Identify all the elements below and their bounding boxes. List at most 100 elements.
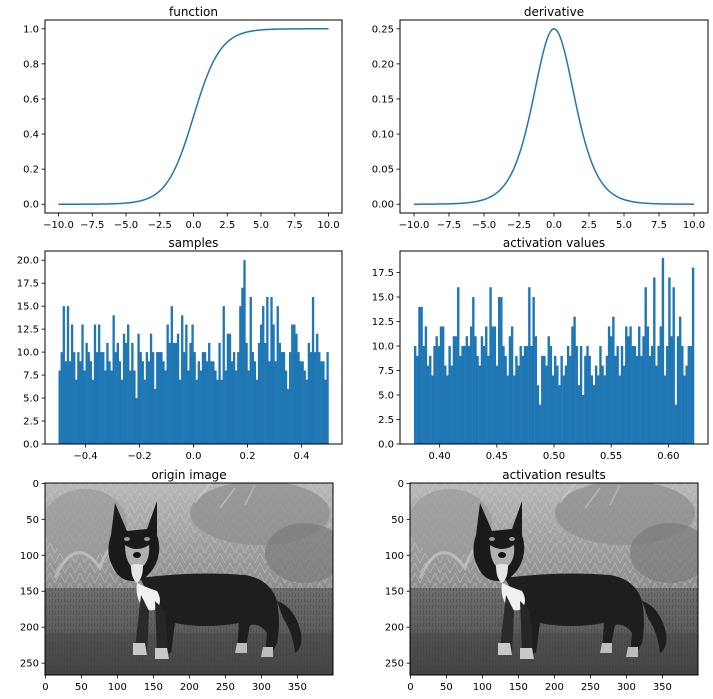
histogram-bar	[172, 342, 176, 444]
histogram-bar	[154, 388, 157, 444]
histogram-bar	[313, 352, 317, 444]
x-tick-label: −10.0	[43, 220, 74, 231]
x-tick-label: 2.5	[219, 220, 235, 231]
histogram-bar	[151, 352, 155, 444]
histogram-bar	[521, 355, 525, 444]
histogram-bar	[538, 404, 542, 444]
x-tick-label: −0.4	[73, 451, 97, 462]
ticks: −10.0 −7.5 −5.0 −2.5 0.0 2.5 5.0 7.5 10.0 0.0 0.2 0…	[23, 24, 340, 231]
histogram-bar	[322, 361, 325, 444]
histogram-bar	[678, 316, 682, 444]
histogram-bar	[620, 346, 624, 444]
histogram-bar	[137, 333, 140, 444]
histogram-bar	[661, 257, 665, 444]
histogram-bar	[89, 361, 92, 444]
histogram-bar	[297, 352, 300, 444]
x-tick-label: 0	[42, 682, 48, 693]
histogram-bar	[650, 346, 654, 444]
ticks: 0 50 100 150 200 250 300 350 0 50 100 150 200 250	[20, 479, 307, 693]
histogram-bar	[307, 342, 311, 444]
histogram-bar	[519, 346, 522, 444]
histogram-bar	[127, 324, 130, 444]
x-tick-label: 0.50	[543, 451, 565, 462]
histogram-bar	[618, 375, 622, 444]
histogram-bar	[625, 326, 628, 444]
histogram-bar	[469, 326, 473, 444]
y-tick-label: 0	[398, 479, 404, 490]
histogram-bar	[562, 375, 566, 444]
histogram-bar	[461, 346, 464, 444]
histogram-bar	[523, 346, 527, 444]
x-tick-label: 0.45	[486, 451, 508, 462]
y-tick-label: 100	[20, 551, 39, 562]
histogram-bar	[235, 370, 238, 444]
histogram-bar	[480, 336, 484, 444]
histogram-bar	[672, 287, 675, 444]
ticks: 0.40 0.45 0.50 0.55 0.60 0.0 2.5 5.0 7.5 10.0 12.5…	[372, 268, 680, 462]
histogram-bar	[129, 370, 132, 444]
histogram-bar	[601, 365, 604, 444]
chart-derivative: −10.0 −7.5 −5.0 −2.5 0.0 2.5 5.0 7.5 10.0 0.00 0.0…	[372, 5, 709, 231]
histogram-bar	[257, 342, 261, 444]
x-tick-label: 100	[108, 682, 127, 693]
y-tick-label: 12.5	[372, 317, 394, 328]
histogram-bar	[457, 287, 460, 444]
histogram-bar	[266, 296, 269, 444]
histogram-bar	[635, 355, 639, 444]
histogram-bar	[218, 342, 221, 444]
chart-title: samples	[169, 236, 219, 250]
y-tick-label: 200	[385, 623, 404, 634]
histogram-bar	[326, 352, 329, 444]
histogram-bar	[62, 306, 65, 444]
histogram-bar	[318, 352, 321, 444]
chart-title: activation results	[502, 468, 605, 482]
histogram-bar	[193, 352, 196, 444]
histogram-bar	[607, 326, 611, 444]
histogram-bar	[268, 361, 271, 444]
histogram-bar	[174, 342, 178, 444]
histogram-bar	[291, 324, 294, 444]
histogram-bar	[588, 355, 591, 444]
histogram-bar	[303, 370, 306, 444]
x-tick-label: −7.5	[437, 220, 461, 231]
histogram-bar	[178, 379, 182, 444]
histogram-bar	[108, 361, 111, 444]
histogram-bar	[176, 333, 180, 444]
histogram-bar	[478, 365, 481, 444]
histogram-bar	[68, 361, 72, 444]
x-tick-label: 2.5	[581, 220, 597, 231]
histogram-bar	[644, 287, 647, 444]
y-tick-label: 17.5	[17, 279, 39, 290]
histogram-bar	[237, 352, 240, 444]
y-tick-label: 15.0	[17, 302, 39, 313]
y-tick-label: 1.0	[23, 24, 39, 35]
histogram-bar	[446, 375, 449, 444]
histogram-bar	[66, 306, 70, 444]
ticks: −10.0 −7.5 −5.0 −2.5 0.0 2.5 5.0 7.5 10.0 0.00 0.0…	[372, 24, 705, 231]
x-tick-label: 5.0	[253, 220, 269, 231]
histogram-bar	[489, 287, 492, 444]
histogram-bar	[156, 352, 159, 444]
histogram-bar	[247, 370, 250, 444]
histogram-bar	[102, 352, 105, 444]
histogram-bar	[627, 336, 630, 444]
histogram-bar	[506, 375, 509, 444]
histogram-bar	[77, 352, 80, 444]
histogram-bar	[135, 398, 138, 444]
histogram-bar	[465, 336, 469, 444]
histogram-bar	[118, 361, 122, 444]
histogram-bar	[459, 355, 462, 444]
histogram-bar	[278, 342, 281, 444]
histogram-bar	[104, 370, 107, 444]
histogram-bar	[517, 365, 520, 444]
chart-activation-values: 0.40 0.45 0.50 0.55 0.60 0.0 2.5 5.0 7.5 10.0 12.5…	[372, 236, 709, 462]
chart-title: origin image	[151, 468, 226, 482]
histogram-bar	[73, 352, 76, 444]
histogram-bars	[413, 257, 695, 444]
histogram-bar	[547, 336, 550, 444]
x-tick-label: −7.5	[80, 220, 104, 231]
histogram-bar	[659, 326, 662, 444]
histogram-bar	[195, 379, 198, 444]
y-tick-label: 0.25	[372, 24, 394, 35]
